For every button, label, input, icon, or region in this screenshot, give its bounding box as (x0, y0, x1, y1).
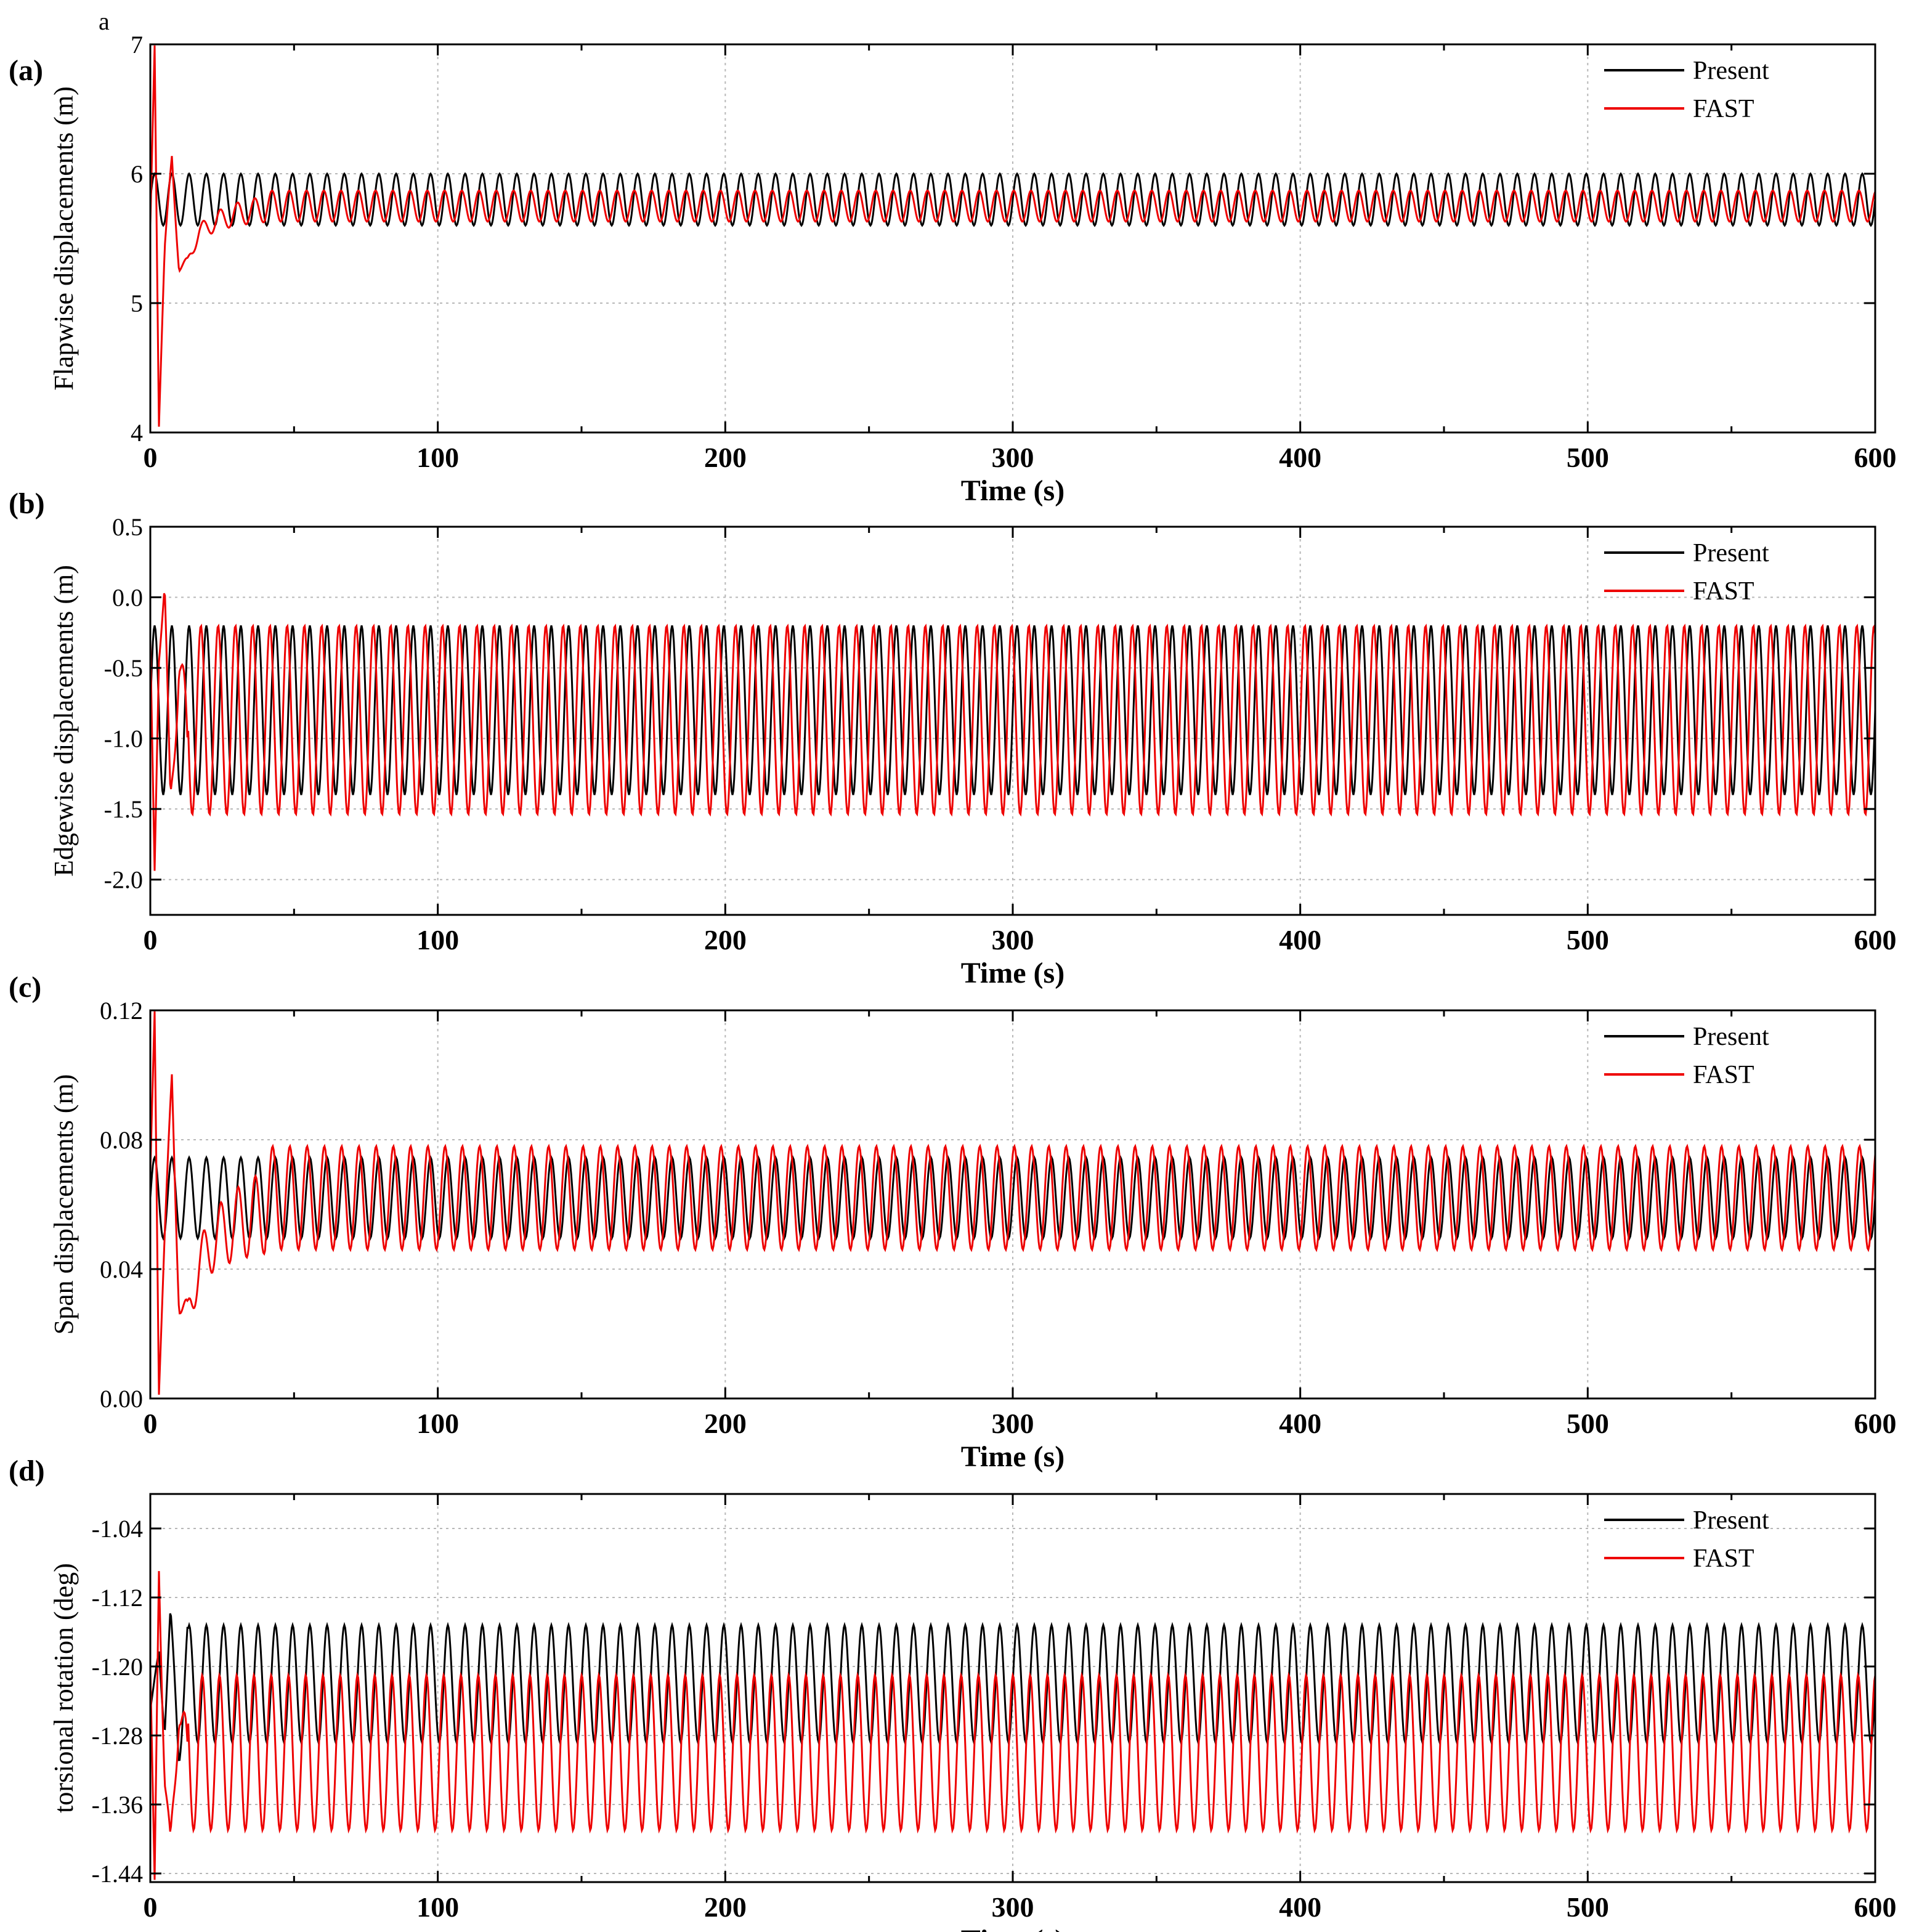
legend-label-present: Present (1693, 1023, 1769, 1051)
chart-panel-a: 0 100 200 300 400 500 600 4 5 6 7 Time (s) Flapwise … (9, 31, 1897, 507)
x-tick-label: 400 (1279, 924, 1321, 956)
y-axis-label: Edgewise displacements (m) (49, 565, 79, 877)
x-axis-label: Time (s) (961, 957, 1065, 989)
x-tick-label: 600 (1854, 1408, 1897, 1439)
x-tick-label: 500 (1567, 924, 1609, 956)
x-axis-label: Time (s) (961, 1924, 1065, 1932)
x-tick-label: 0 (144, 924, 158, 956)
panel-label: (d) (9, 1455, 45, 1487)
y-tick-label: 0.04 (100, 1256, 143, 1283)
y-tick-label: 7 (131, 31, 143, 59)
legend-label-fast: FAST (1693, 1544, 1754, 1573)
panel-label: (c) (9, 971, 41, 1004)
x-tick-label: 600 (1854, 924, 1897, 956)
series-line-present (150, 172, 1875, 227)
y-tick-label: 5 (131, 290, 143, 317)
x-tick-label: 500 (1567, 1408, 1609, 1439)
x-tick-label: 100 (416, 1408, 459, 1439)
chart-panel-c: 0 100 200 300 400 500 600 0.00 0.04 0.08 0.12 Time … (9, 971, 1897, 1473)
legend-label-fast: FAST (1693, 1061, 1754, 1089)
x-tick-label: 100 (416, 442, 459, 473)
x-axis-label: Time (s) (961, 1440, 1065, 1473)
chart-panel-b: 0 100 200 300 400 500 600 0.5 0.0 -0.5 -1.0 -1.5 -2.… (9, 487, 1897, 989)
y-tick-label: -1.36 (92, 1791, 143, 1819)
y-axis-label: Span displacements (m) (49, 1074, 79, 1335)
x-tick-label: 600 (1854, 442, 1897, 473)
x-tick-label: 200 (704, 1891, 747, 1923)
x-tick-label: 0 (144, 1891, 158, 1923)
x-tick-label: 0 (144, 442, 158, 473)
x-tick-label: 200 (704, 924, 747, 956)
y-tick-label: -1.04 (92, 1515, 143, 1543)
legend-label-fast: FAST (1693, 95, 1754, 123)
series-line-fast (150, 1571, 1875, 1880)
x-tick-label: 100 (416, 1891, 459, 1923)
grid-lines (150, 44, 1875, 432)
figure-corner-mark: a (99, 7, 110, 35)
x-axis-label: Time (s) (961, 474, 1065, 507)
y-tick-label: -1.28 (92, 1722, 143, 1750)
x-tick-label: 400 (1279, 1408, 1321, 1439)
x-tick-label: 0 (144, 1408, 158, 1439)
legend: Present FAST (1604, 1023, 1769, 1089)
y-tick-label: -1.12 (92, 1584, 143, 1612)
chart-panel-d: 0 100 200 300 400 500 600 -1.04 -1.12 -1.20 -1.28 -… (9, 1455, 1897, 1932)
y-axis-label: Flapwise displacements (m) (49, 86, 79, 391)
legend-label-fast: FAST (1693, 577, 1754, 606)
legend: Present FAST (1604, 1506, 1769, 1573)
y-tick-label: 0.0 (112, 584, 143, 612)
x-tick-label: 500 (1567, 1891, 1609, 1923)
y-tick-label: -1.0 (104, 725, 143, 753)
x-tick-label: 200 (704, 442, 747, 473)
x-tick-label: 300 (992, 1891, 1034, 1923)
legend: Present FAST (1604, 539, 1769, 606)
x-tick-label: 300 (992, 924, 1034, 956)
series-line-fast (150, 1011, 1875, 1395)
y-axis-label: torsional rotation (deg) (49, 1563, 79, 1813)
y-tick-label: -0.5 (104, 654, 143, 682)
legend-label-present: Present (1693, 539, 1769, 567)
legend-label-present: Present (1693, 57, 1769, 85)
panel-label: (b) (9, 487, 45, 520)
x-tick-label: 500 (1567, 442, 1609, 473)
series-line-fast (150, 593, 1875, 871)
grid-lines (150, 1010, 1875, 1398)
x-tick-label: 300 (992, 442, 1034, 473)
series-line-present (150, 1155, 1875, 1241)
series-line-present (150, 625, 1875, 795)
series-line-present (150, 1613, 1875, 1761)
x-tick-label: 100 (416, 924, 459, 956)
y-tick-label: -1.44 (92, 1860, 143, 1888)
y-tick-label: 0.12 (100, 997, 143, 1025)
series-line-fast (150, 45, 1875, 427)
x-tick-label: 200 (704, 1408, 747, 1439)
x-tick-label: 400 (1279, 442, 1321, 473)
y-tick-label: -1.20 (92, 1653, 143, 1681)
y-tick-label: -2.0 (104, 866, 143, 894)
x-tick-label: 400 (1279, 1891, 1321, 1923)
x-tick-label: 600 (1854, 1891, 1897, 1923)
legend: Present FAST (1604, 57, 1769, 123)
panel-label: (a) (9, 54, 43, 87)
x-tick-label: 300 (992, 1408, 1034, 1439)
y-tick-label: 0.00 (100, 1385, 143, 1413)
y-tick-label: 0.5 (112, 513, 143, 541)
y-tick-label: 6 (131, 160, 143, 188)
y-tick-label: -1.5 (104, 795, 143, 823)
legend-label-present: Present (1693, 1506, 1769, 1535)
plot-frame (149, 43, 1876, 434)
y-tick-label: 0.08 (100, 1126, 143, 1154)
y-tick-label: 4 (131, 419, 143, 447)
